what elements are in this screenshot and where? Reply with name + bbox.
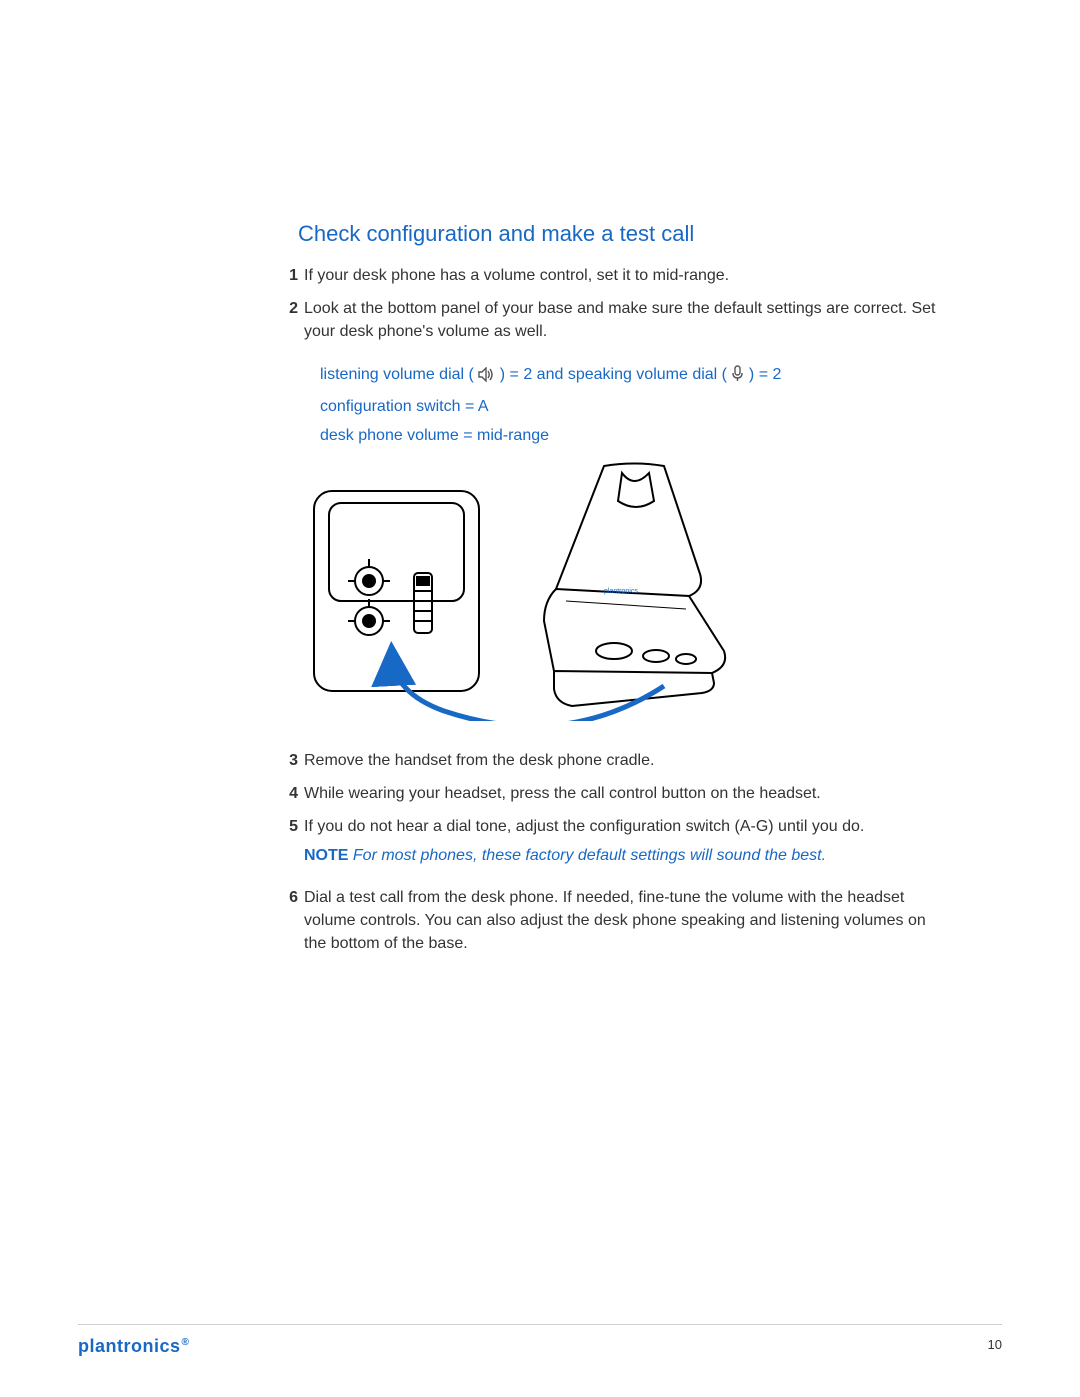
settings-text: ) = 2 and speaking volume dial ( (500, 366, 727, 383)
step-text: Look at the bottom panel of your base an… (304, 297, 940, 343)
microphone-icon (731, 364, 744, 393)
content-column: Check configuration and make a test call… (280, 218, 940, 965)
step-number: 3 (280, 749, 298, 772)
base-diagram-figure: plantronics (304, 461, 744, 721)
brand-text: plantronics (78, 1336, 181, 1356)
steps-list-cont: 3 Remove the handset from the desk phone… (280, 749, 940, 955)
default-settings-block: listening volume dial ( ) = 2 and speaki… (320, 361, 940, 450)
step-5: 5 If you do not hear a dial tone, adjust… (280, 815, 940, 867)
step-4: 4 While wearing your headset, press the … (280, 782, 940, 805)
step-body: If you do not hear a dial tone, adjust t… (304, 815, 940, 867)
note-text: For most phones, these factory default s… (348, 847, 826, 864)
step-text: If you do not hear a dial tone, adjust t… (304, 818, 864, 835)
step-6: 6 Dial a test call from the desk phone. … (280, 886, 940, 956)
settings-text: listening volume dial ( (320, 366, 474, 383)
brand-registered: ® (182, 1337, 190, 1348)
note-line: NOTE For most phones, these factory defa… (304, 844, 940, 867)
page-number: 10 (988, 1336, 1002, 1355)
speaker-icon (478, 364, 495, 393)
step-number: 6 (280, 886, 298, 956)
svg-text:plantronics: plantronics (604, 588, 638, 595)
step-number: 4 (280, 782, 298, 805)
step-1: 1 If your desk phone has a volume contro… (280, 264, 940, 287)
step-text: If your desk phone has a volume control,… (304, 264, 940, 287)
steps-list: 1 If your desk phone has a volume contro… (280, 264, 940, 344)
manual-page: Check configuration and make a test call… (0, 0, 1080, 1397)
section-title: Check configuration and make a test call (298, 218, 940, 250)
step-3: 3 Remove the handset from the desk phone… (280, 749, 940, 772)
note-label: NOTE (304, 847, 348, 864)
step-number: 1 (280, 264, 298, 287)
step-text: Remove the handset from the desk phone c… (304, 749, 940, 772)
step-text: While wearing your headset, press the ca… (304, 782, 940, 805)
brand-logo: plantronics® (78, 1333, 189, 1359)
step-number: 2 (280, 297, 298, 343)
settings-text: ) = 2 (749, 366, 781, 383)
settings-line-switch: configuration switch = A (320, 393, 940, 422)
settings-line-volumes: listening volume dial ( ) = 2 and speaki… (320, 361, 940, 393)
step-text: Dial a test call from the desk phone. If… (304, 886, 940, 956)
step-2: 2 Look at the bottom panel of your base … (280, 297, 940, 343)
step-number: 5 (280, 815, 298, 867)
settings-line-phone-volume: desk phone volume = mid-range (320, 422, 940, 451)
footer-rule (78, 1324, 1002, 1325)
